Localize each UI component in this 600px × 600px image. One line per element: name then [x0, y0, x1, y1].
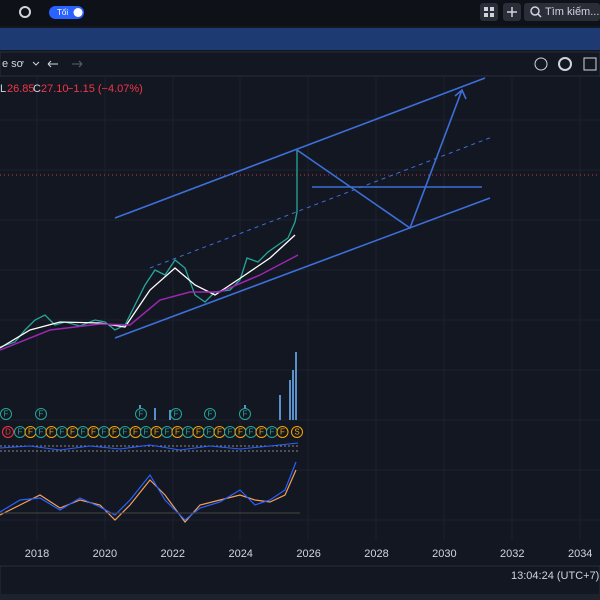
marker-label: F — [123, 428, 128, 437]
undo[interactable] — [47, 60, 58, 68]
marker-circle — [291, 426, 303, 438]
marker-label: F — [81, 428, 86, 437]
rsi-band — [0, 445, 300, 452]
marker-circle — [239, 408, 251, 420]
year-label: 2034 — [568, 548, 592, 560]
layout-button[interactable] — [480, 3, 498, 21]
chart-toolbar — [0, 51, 600, 77]
marker-label: F — [196, 428, 201, 437]
marker-circle — [276, 426, 289, 438]
marker-label: F — [238, 428, 243, 437]
rsi-line — [0, 442, 299, 451]
macd-line — [0, 461, 297, 521]
close-label: C — [33, 83, 41, 95]
marker-circle — [135, 408, 147, 420]
theme-label: Tối — [57, 8, 68, 17]
marker-label: D — [5, 428, 11, 437]
marker-label: F — [280, 428, 285, 437]
marker-label: F — [18, 428, 23, 437]
search-box[interactable] — [524, 3, 600, 21]
marker-label: F — [175, 428, 180, 437]
time-axis — [0, 540, 600, 566]
marker-label: F — [139, 410, 144, 419]
redo[interactable] — [72, 60, 83, 68]
marker-label: F — [186, 428, 191, 437]
year-label: 2030 — [432, 548, 456, 560]
year-label: 2020 — [93, 548, 117, 560]
close-value: 27.10 — [41, 83, 69, 95]
year-label: 2024 — [228, 548, 252, 560]
volume — [139, 352, 297, 420]
year-label: 2022 — [161, 548, 185, 560]
marker-label: S — [294, 428, 299, 437]
price-series — [0, 150, 298, 348]
chart-type[interactable]: e sơ — [2, 58, 24, 70]
marker-label: F — [243, 410, 248, 419]
marker-label: F — [28, 428, 33, 437]
settings-icon[interactable] — [19, 6, 31, 18]
event-markers: F F F F F FD F F F F F F F F F F F F F F F F F F F F F F F F F F S — [0, 408, 303, 438]
marker-label: F — [39, 410, 44, 419]
marker-label: F — [259, 428, 264, 437]
marker-label: F — [91, 428, 96, 437]
marker-label: F — [207, 428, 212, 437]
settings-chart[interactable] — [558, 57, 572, 71]
alert-icon[interactable] — [534, 57, 548, 71]
ma-fast — [0, 234, 296, 349]
marker-label: F — [133, 428, 138, 437]
marker-circle — [170, 408, 182, 420]
snapshot[interactable] — [583, 57, 597, 71]
marker-label: F — [144, 428, 149, 437]
year-label: 2028 — [364, 548, 388, 560]
marker-label: F — [270, 428, 275, 437]
change: −1.15 (−4.07%) — [67, 83, 143, 95]
banner-strip — [0, 28, 600, 50]
marker-label: F — [165, 428, 170, 437]
taskbar — [0, 594, 600, 600]
marker-label: F — [4, 410, 9, 419]
low-value: 26.85 — [7, 83, 35, 95]
marker-label: F — [102, 428, 107, 437]
drawings — [114, 77, 493, 339]
marker-label: F — [154, 428, 159, 437]
marker-circle — [2, 426, 14, 438]
year-label: 2032 — [500, 548, 524, 560]
toggle-knob — [73, 8, 83, 17]
marker-label: F — [208, 410, 213, 419]
year-label: 2026 — [296, 548, 320, 560]
year-label: 2018 — [25, 548, 49, 560]
top-bar — [0, 0, 600, 26]
clock: 13:04:24 (UTC+7) — [511, 570, 599, 582]
legend: L 26.85 C 27.10 −1.15 (−4.07%) — [0, 83, 143, 95]
marker-label: F — [112, 428, 117, 437]
marker-label: F — [49, 428, 54, 437]
marker-circle — [204, 408, 216, 420]
marker-label: F — [217, 428, 222, 437]
ma-slow — [0, 254, 299, 351]
marker-label: F — [174, 410, 179, 419]
marker-label: F — [60, 428, 65, 437]
marker-label: F — [249, 428, 254, 437]
marker-label: F — [228, 428, 233, 437]
low-label: L — [0, 83, 6, 95]
grid — [0, 76, 600, 540]
marker-circle — [0, 408, 12, 420]
marker-label: F — [70, 428, 75, 437]
marker-circle — [35, 408, 47, 420]
search-placeholder: Tìm kiếm... — [545, 6, 599, 18]
marker-label: F — [39, 428, 44, 437]
